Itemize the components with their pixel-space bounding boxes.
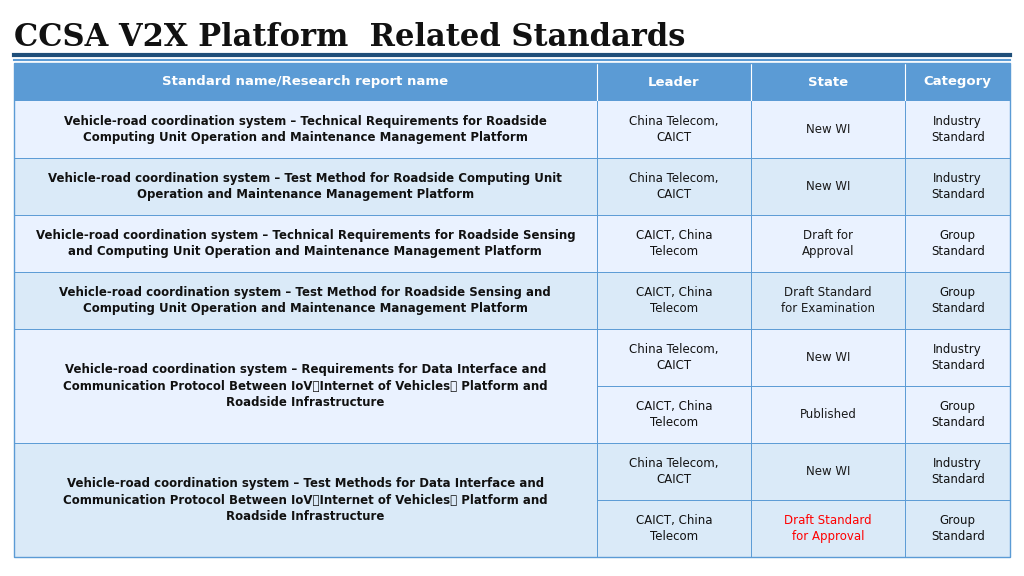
Text: Draft Standard
for Approval: Draft Standard for Approval — [784, 514, 872, 543]
Text: Vehicle-road coordination system – Requirements for Data Interface and
Communica: Vehicle-road coordination system – Requi… — [63, 363, 548, 409]
Text: Group
Standard: Group Standard — [931, 229, 985, 258]
Text: Draft for
Approval: Draft for Approval — [802, 229, 854, 258]
Text: Group
Standard: Group Standard — [931, 514, 985, 543]
Text: New WI: New WI — [806, 123, 850, 136]
Bar — [14, 329, 1010, 443]
Text: New WI: New WI — [806, 180, 850, 193]
Text: Published: Published — [800, 408, 857, 421]
Text: State: State — [808, 75, 848, 89]
Text: China Telecom,
CAICT: China Telecom, CAICT — [629, 457, 719, 486]
Text: Vehicle-road coordination system – Technical Requirements for Roadside
Computing: Vehicle-road coordination system – Techn… — [63, 115, 547, 144]
Text: CCSA V2X Platform  Related Standards: CCSA V2X Platform Related Standards — [14, 22, 685, 54]
Text: Vehicle-road coordination system – Test Methods for Data Interface and
Communica: Vehicle-road coordination system – Test … — [63, 477, 548, 523]
Text: Vehicle-road coordination system – Test Method for Roadside Sensing and
Computin: Vehicle-road coordination system – Test … — [59, 286, 551, 315]
Text: CAICT, China
Telecom: CAICT, China Telecom — [636, 286, 712, 315]
Text: China Telecom,
CAICT: China Telecom, CAICT — [629, 343, 719, 372]
Bar — [14, 63, 1010, 101]
Bar — [14, 158, 1010, 215]
Bar — [14, 101, 1010, 158]
Bar — [14, 215, 1010, 272]
Text: Vehicle-road coordination system – Technical Requirements for Roadside Sensing
a: Vehicle-road coordination system – Techn… — [36, 229, 575, 258]
Text: Group
Standard: Group Standard — [931, 286, 985, 315]
Text: Category: Category — [924, 75, 991, 89]
Text: Draft Standard
for Examination: Draft Standard for Examination — [781, 286, 876, 315]
Text: Industry
Standard: Industry Standard — [931, 343, 985, 372]
Text: Leader: Leader — [648, 75, 699, 89]
Text: Industry
Standard: Industry Standard — [931, 172, 985, 201]
Text: Industry
Standard: Industry Standard — [931, 457, 985, 486]
Bar — [14, 443, 1010, 557]
Text: New WI: New WI — [806, 465, 850, 478]
Text: China Telecom,
CAICT: China Telecom, CAICT — [629, 115, 719, 144]
Text: China Telecom,
CAICT: China Telecom, CAICT — [629, 172, 719, 201]
Text: CAICT, China
Telecom: CAICT, China Telecom — [636, 514, 712, 543]
Text: New WI: New WI — [806, 351, 850, 364]
Text: CAICT, China
Telecom: CAICT, China Telecom — [636, 400, 712, 429]
Bar — [14, 63, 1010, 557]
Bar — [14, 272, 1010, 329]
Text: Standard name/Research report name: Standard name/Research report name — [162, 75, 449, 89]
Text: Industry
Standard: Industry Standard — [931, 115, 985, 144]
Text: Group
Standard: Group Standard — [931, 400, 985, 429]
Text: Vehicle-road coordination system – Test Method for Roadside Computing Unit
Opera: Vehicle-road coordination system – Test … — [48, 172, 562, 201]
Text: CAICT, China
Telecom: CAICT, China Telecom — [636, 229, 712, 258]
